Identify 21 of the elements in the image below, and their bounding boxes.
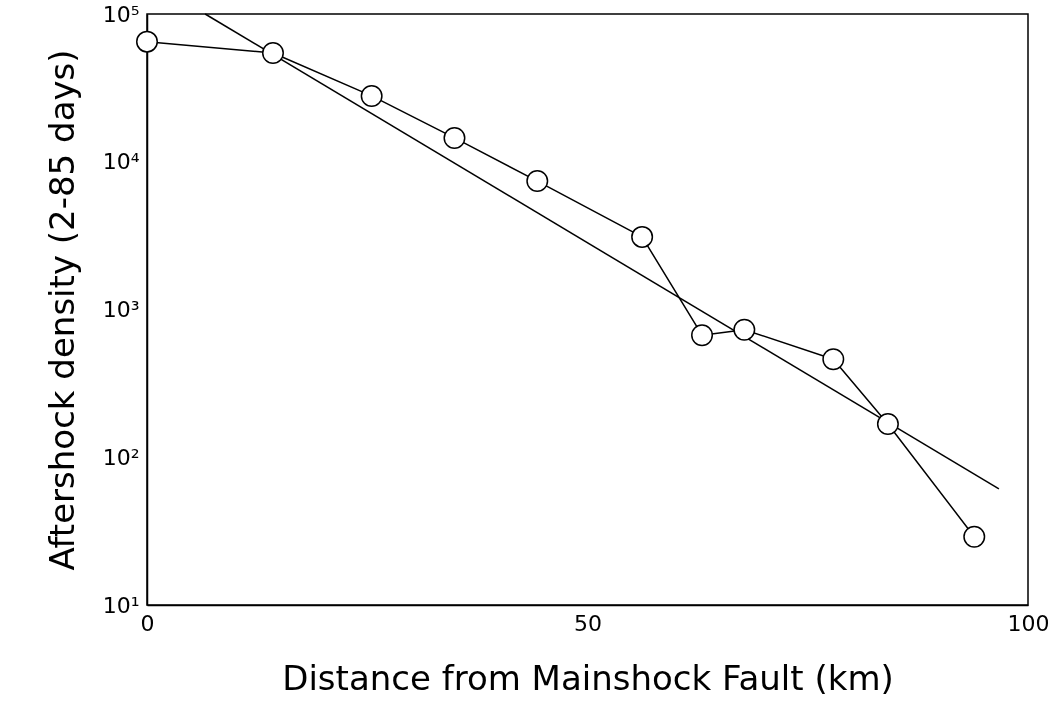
y-tick-label: 10³: [102, 297, 140, 322]
y-tick-label: 10²: [102, 444, 140, 470]
point: [691, 324, 714, 347]
point: [631, 225, 654, 248]
point: [876, 412, 899, 435]
point: [136, 30, 158, 53]
x-axis-title: Distance from Mainshock Fault (km): [282, 657, 894, 698]
x-tick-label: 100: [1007, 610, 1050, 636]
y-tick-label: 10⁴: [102, 149, 140, 175]
y-tick-label: 10¹: [102, 592, 140, 618]
y-axis-title: Aftershock density (2-85 days): [41, 49, 82, 571]
point: [261, 41, 284, 64]
y-tick-label: 10⁵: [102, 1, 140, 27]
x-tick-label: 0: [140, 610, 155, 636]
point: [822, 348, 845, 371]
point: [360, 84, 383, 107]
point: [443, 126, 466, 149]
x-tick-label: 50: [574, 610, 602, 636]
point: [963, 525, 986, 548]
point: [526, 170, 549, 193]
point: [733, 318, 756, 341]
